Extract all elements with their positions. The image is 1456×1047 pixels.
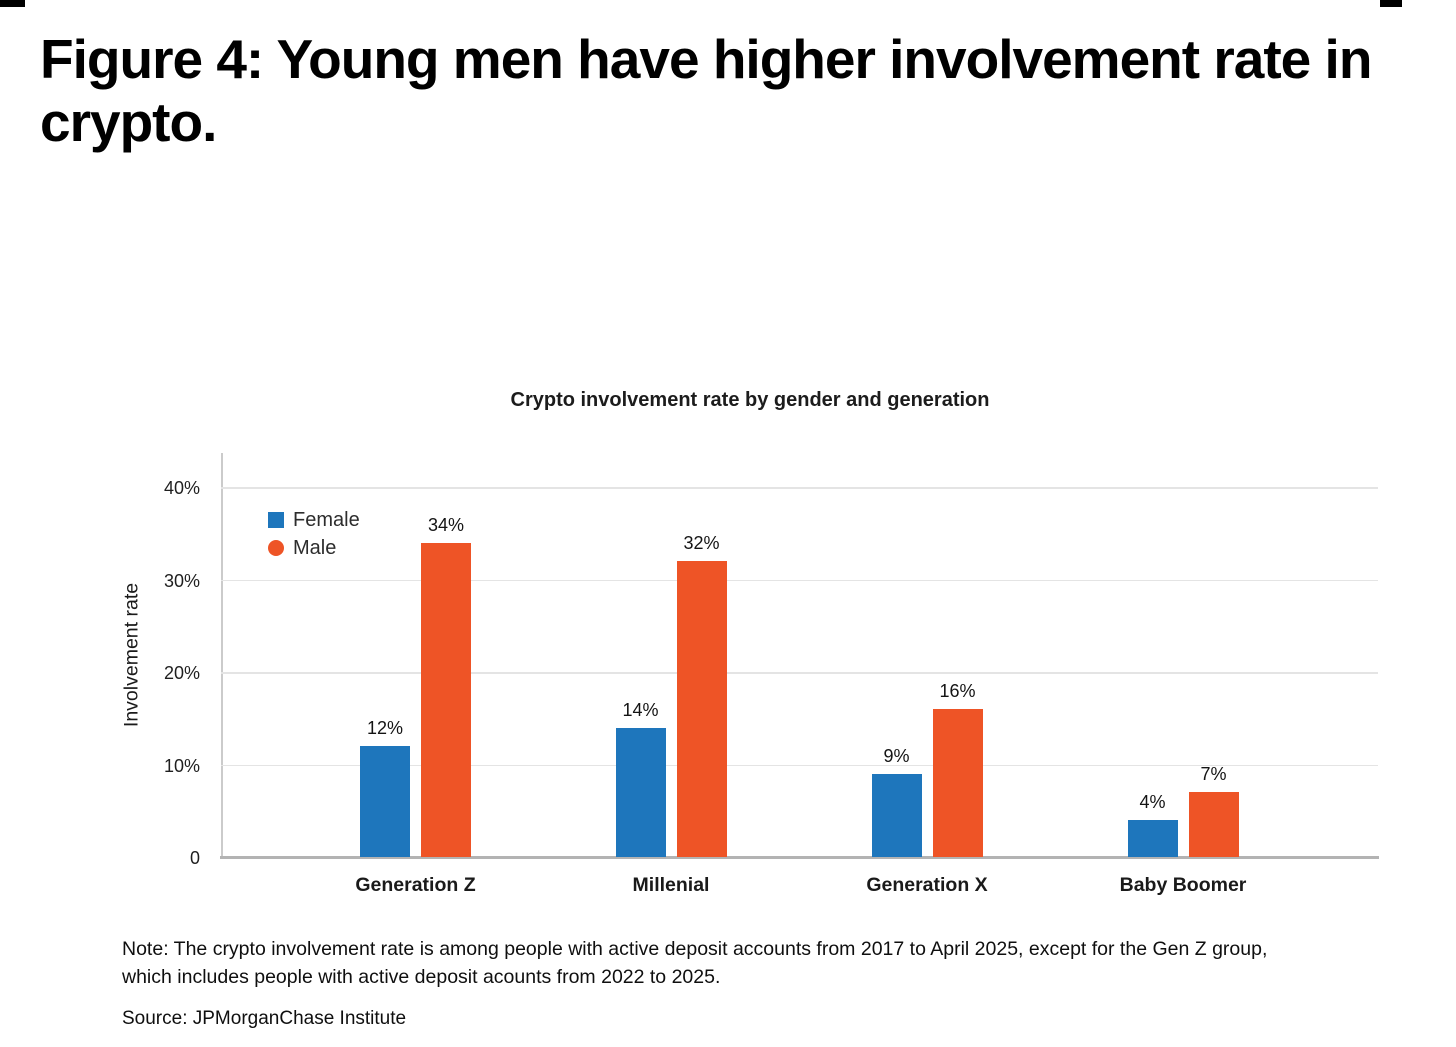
y-tick-label-10: 10% xyxy=(163,755,200,776)
bar-female-2 xyxy=(615,727,666,857)
y-tick-label-30: 30% xyxy=(163,570,200,591)
bar-label-female-4: 4% xyxy=(1139,792,1166,812)
legend-square-icon xyxy=(268,512,284,528)
bar-male-2 xyxy=(676,561,727,857)
bar-label-female-3: 9% xyxy=(883,745,910,766)
figure-title-line2: crypto. xyxy=(40,91,217,153)
bar-male-4 xyxy=(1188,792,1239,857)
bar-male-3 xyxy=(932,709,983,857)
legend: Female Male xyxy=(268,508,360,560)
chart-title: Crypto involvement rate by gender and ge… xyxy=(510,389,990,411)
bar-label-male-2: 32% xyxy=(683,533,720,553)
y-tick-label-0: 0 xyxy=(189,848,200,868)
bar-label-male-1: 34% xyxy=(427,514,465,535)
x-axis-line xyxy=(220,856,1379,859)
plot-area: Involvement rate Female Male 40% 30% 20% 10%… xyxy=(120,453,1380,896)
legend-circle-icon xyxy=(268,540,284,556)
gridline-40 xyxy=(221,487,1378,489)
gridline-10 xyxy=(221,764,1378,767)
legend-item-male: Male xyxy=(268,536,360,560)
y-axis-line xyxy=(221,453,223,858)
legend-item-female: Female xyxy=(268,508,360,532)
y-tick-label-40: 40% xyxy=(163,478,200,498)
x-axis-label-3: Generation X xyxy=(866,874,988,896)
bar-female-3 xyxy=(871,773,922,857)
note-line1: Note: The crypto involvement rate is amo… xyxy=(122,938,1268,960)
bar-label-female-1: 12% xyxy=(366,718,404,738)
bar-female-4 xyxy=(1127,820,1178,857)
bar-male-1 xyxy=(421,542,471,857)
source-text: Source: JPMorganChase Institute xyxy=(122,1008,407,1029)
screenshot-crop-artifact-right xyxy=(1380,0,1402,7)
gridline-30 xyxy=(221,579,1378,582)
note-text: Note: The crypto involvement rate is amo… xyxy=(122,936,1267,991)
y-tick-label-20: 20% xyxy=(163,663,200,683)
x-axis-label-1: Generation Z xyxy=(355,874,476,896)
bar-label-male-4: 7% xyxy=(1200,764,1227,785)
bar-female-1 xyxy=(360,746,410,857)
figure-title-line1: Figure 4: Young men have higher involvem… xyxy=(40,28,1372,90)
legend-label: Female xyxy=(293,508,360,531)
screenshot-crop-artifact-left xyxy=(0,0,25,7)
legend-label: Male xyxy=(293,536,337,559)
note-line2: which includes people with active deposi… xyxy=(122,965,721,988)
bar-label-female-2: 14% xyxy=(622,699,659,720)
x-axis-label-2: Millenial xyxy=(632,874,710,896)
gridline-20 xyxy=(221,672,1378,674)
y-axis-title: Involvement rate xyxy=(120,582,143,728)
figure-title: Figure 4: Young men have higher involvem… xyxy=(40,28,1440,154)
bar-label-male-3: 16% xyxy=(939,681,976,701)
x-axis-label-4: Baby Boomer xyxy=(1119,874,1247,896)
